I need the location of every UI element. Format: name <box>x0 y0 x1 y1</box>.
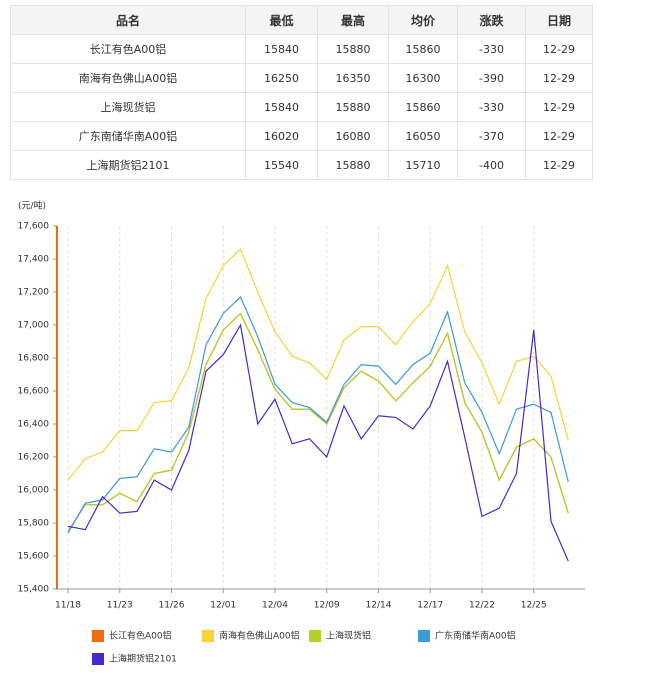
x-tick-label: 12/22 <box>469 601 495 611</box>
table-cell: 12-29 <box>525 150 593 180</box>
table-cell: 16250 <box>245 63 318 93</box>
x-tick-label: 12/17 <box>417 601 443 611</box>
x-tick-label: 11/23 <box>107 601 133 611</box>
y-tick-label: 16,800 <box>18 354 50 364</box>
y-tick-label: 15,800 <box>18 519 50 529</box>
y-tick-label: 17,400 <box>18 255 50 265</box>
table-row: 长江有色A00铝 15840 15880 15860 -330 12-29 <box>10 34 593 64</box>
legend-label: 长江有色A00铝 <box>109 630 172 642</box>
y-tick-label: 15,400 <box>18 585 50 595</box>
header-cell: 均价 <box>388 5 458 35</box>
table-cell: 上海期货铝2101 <box>10 150 246 180</box>
table-cell: -400 <box>457 150 526 180</box>
table-cell: 12-29 <box>525 34 593 64</box>
x-tick-label: 12/25 <box>521 601 547 611</box>
table-cell: 15880 <box>317 92 389 122</box>
chart: (元/吨) 15,400 15,600 15,800 16,000 16,200 16,4… <box>18 200 585 665</box>
table-cell: 长江有色A00铝 <box>10 34 246 64</box>
table-cell: 上海现货铝 <box>10 92 246 122</box>
header-cell: 涨跌 <box>457 5 526 35</box>
table-cell: 15840 <box>245 34 318 64</box>
table-cell: -330 <box>457 92 526 122</box>
y-tick-label: 16,400 <box>18 420 50 430</box>
y-tick-label: 17,200 <box>18 288 50 298</box>
legend-swatch <box>309 630 321 642</box>
table-row: 上海现货铝 15840 15880 15860 -330 12-29 <box>10 92 593 122</box>
table-cell: 16050 <box>388 121 458 151</box>
line <box>67 312 569 532</box>
table-row: 广东南储华南A00铝 16020 16080 16050 -370 12-29 <box>10 121 593 151</box>
line <box>67 323 569 562</box>
y-tick-label: 17,000 <box>18 321 50 331</box>
legend-swatch <box>202 630 214 642</box>
table-cell: -370 <box>457 121 526 151</box>
table-cell: 15880 <box>317 150 389 180</box>
table-cell: 广东南储华南A00铝 <box>10 121 246 151</box>
table-cell: 南海有色佛山A00铝 <box>10 63 246 93</box>
table-cell: 12-29 <box>525 121 593 151</box>
x-tick-label: 12/14 <box>366 601 392 611</box>
legend-swatch <box>418 630 430 642</box>
legend-swatch <box>92 630 104 642</box>
legend-label: 上海期货铝2101 <box>109 653 177 665</box>
x-tick-label: 12/09 <box>314 601 340 611</box>
table-cell: 12-29 <box>525 92 593 122</box>
x-tick-label: 12/04 <box>262 601 288 611</box>
y-tick-label: 16,200 <box>18 453 50 463</box>
price-table: 品名 最低 最高 均价 涨跌 日期 长江有色A00铝 15840 15880 15860 -330… <box>10 5 593 180</box>
x-tick-label: 11/26 <box>159 601 185 611</box>
table-cell: 16080 <box>317 121 389 151</box>
table-cell: 16020 <box>245 121 318 151</box>
legend-label: 广东南储华南A00铝 <box>435 630 516 642</box>
table-cell: 12-29 <box>525 63 593 93</box>
legend-label: 上海现货铝 <box>326 630 371 642</box>
table-cell: 15840 <box>245 92 318 122</box>
y-tick-label: 16,600 <box>18 387 50 397</box>
header-cell: 最高 <box>317 5 389 35</box>
table-cell: 15710 <box>388 150 458 180</box>
line <box>67 312 569 532</box>
table-cell: 15880 <box>317 34 389 64</box>
header-row: 品名 最低 最高 均价 涨跌 日期 <box>10 5 593 35</box>
table-cell: -390 <box>457 63 526 93</box>
legend-label: 南海有色佛山A00铝 <box>219 630 300 642</box>
legend-swatch <box>92 653 104 665</box>
header-cell: 品名 <box>10 5 246 35</box>
table-cell: 16350 <box>317 63 389 93</box>
table-cell: 15860 <box>388 34 458 64</box>
x-tick-label: 12/01 <box>210 601 236 611</box>
y-axis-label: (元/吨) <box>18 200 46 212</box>
table-cell: -330 <box>457 34 526 64</box>
header-cell: 日期 <box>525 5 593 35</box>
table-cell: 16300 <box>388 63 458 93</box>
table-row: 南海有色佛山A00铝 16250 16350 16300 -390 12-29 <box>10 63 593 93</box>
y-tick-label: 15,600 <box>18 552 50 562</box>
line <box>67 295 569 534</box>
y-tick-label: 16,000 <box>18 486 50 496</box>
table-cell: 15540 <box>245 150 318 180</box>
x-tick-label: 11/18 <box>55 601 81 611</box>
y-tick-label: 17,600 <box>18 222 50 232</box>
line <box>67 248 569 481</box>
header-cell: 最低 <box>245 5 318 35</box>
table-row: 上海期货铝2101 15540 15880 15710 -400 12-29 <box>10 150 593 180</box>
table-cell: 15860 <box>388 92 458 122</box>
